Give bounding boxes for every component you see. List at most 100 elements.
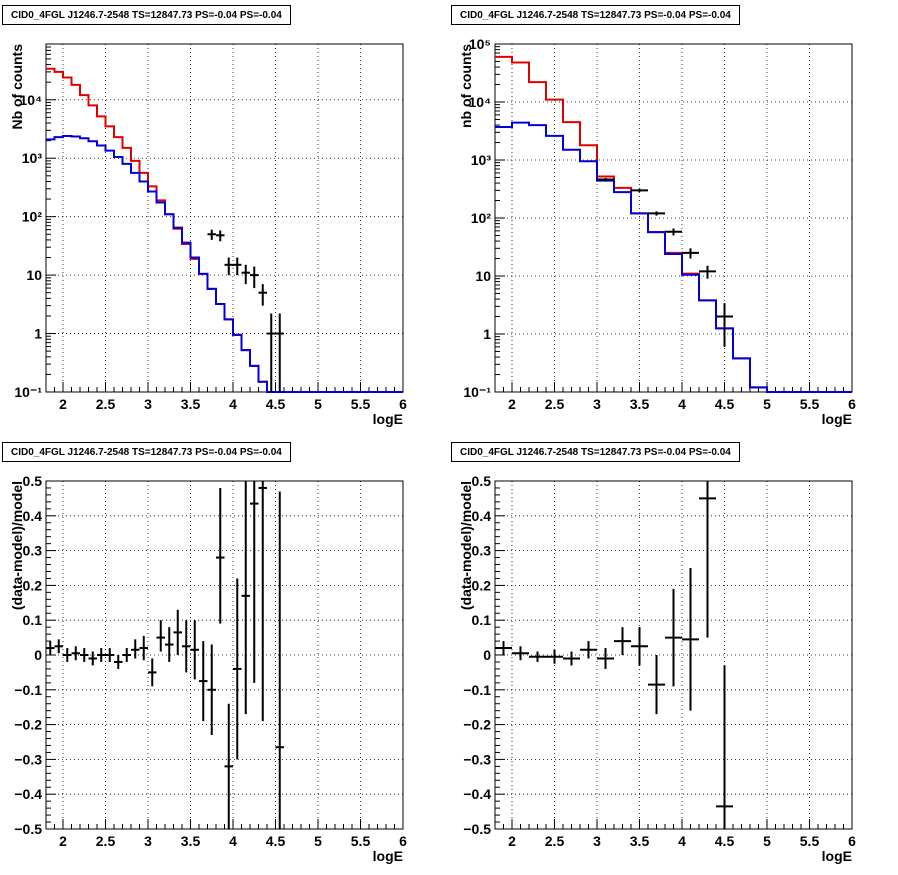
y-tick-label: 0.5 xyxy=(472,473,492,489)
x-tick-label: 4 xyxy=(678,396,686,412)
y-tick-label: 0 xyxy=(483,647,491,663)
data-point xyxy=(580,641,597,659)
data-point xyxy=(250,266,259,289)
y-tick-label: 0 xyxy=(34,647,42,663)
data-point xyxy=(105,648,114,662)
y-tick-label: 0.4 xyxy=(472,508,492,524)
x-tick-label: 6 xyxy=(399,396,407,412)
data-point xyxy=(665,228,682,236)
x-tick-label: 2.5 xyxy=(96,396,116,412)
data-point xyxy=(699,481,716,638)
data-point xyxy=(250,481,259,683)
data-point xyxy=(597,648,614,669)
data-point xyxy=(258,481,267,722)
data-point xyxy=(233,578,242,760)
y-tick-label: 10⁻¹ xyxy=(463,384,491,400)
plot-title: CID0_4FGL J1246.7-2548 TS=12847.73 PS=-0… xyxy=(2,5,291,25)
x-tick-label: 3.5 xyxy=(630,396,650,412)
y-tick-label: −0.5 xyxy=(463,821,491,837)
x-tick-label: 5.5 xyxy=(800,396,820,412)
data-point xyxy=(631,627,648,666)
y-tick-label: −0.1 xyxy=(463,682,491,698)
y-tick-label: 10² xyxy=(22,209,43,225)
data-point xyxy=(131,639,140,659)
y-tick-label: 10² xyxy=(471,210,492,226)
plot-frame xyxy=(494,43,853,393)
plot-frame xyxy=(45,43,404,393)
x-tick-label: 3.5 xyxy=(181,396,201,412)
x-tick-label: 6 xyxy=(399,833,407,849)
data-point xyxy=(156,620,165,652)
x-tick-label: 3 xyxy=(144,396,152,412)
spectrum-plot-left: CID0_4FGL J1246.7-2548 TS=12847.73 PS=-0… xyxy=(0,0,449,437)
data-point xyxy=(631,188,648,193)
x-tick-label: 2.5 xyxy=(545,833,565,849)
y-tick-label: 1 xyxy=(483,326,491,342)
data-point xyxy=(207,644,216,736)
data-point xyxy=(614,627,631,655)
x-tick-label: 2 xyxy=(508,833,516,849)
data-point xyxy=(46,641,55,655)
x-axis-label: logE xyxy=(373,848,403,864)
y-tick-label: −0.2 xyxy=(463,717,491,733)
x-tick-label: 5.5 xyxy=(800,833,820,849)
data-point xyxy=(275,491,284,829)
x-tick-label: 6 xyxy=(848,396,856,412)
data-point xyxy=(682,248,699,259)
y-tick-label: −0.2 xyxy=(14,717,42,733)
chart-svg: 2 2.5 3 3.5 4 4.5 5 5.5 6logE−0.5−0.4−0.3−0.2−0.… xyxy=(458,473,856,864)
x-tick-label: 4.5 xyxy=(266,396,286,412)
data-point xyxy=(648,211,665,216)
data-point xyxy=(224,703,233,829)
x-tick-label: 2 xyxy=(59,833,67,849)
y-tick-label: 10⁻¹ xyxy=(14,384,42,400)
x-tick-label: 5.5 xyxy=(351,396,371,412)
x-tick-label: 5.5 xyxy=(351,833,371,849)
y-tick-label: −0.3 xyxy=(14,751,42,767)
plot-title: CID0_4FGL J1246.7-2548 TS=12847.73 PS=-0… xyxy=(2,442,291,462)
grid-lines xyxy=(495,43,853,393)
data-point xyxy=(699,265,716,279)
data-points xyxy=(495,481,733,829)
data-point xyxy=(97,648,106,662)
y-tick-label: 0.3 xyxy=(472,543,492,559)
x-tick-label: 5 xyxy=(314,396,322,412)
data-point xyxy=(148,658,157,687)
x-tick-label: 3 xyxy=(593,833,601,849)
model-histogram-blue xyxy=(495,121,852,393)
data-point xyxy=(716,303,733,347)
data-point xyxy=(216,487,225,624)
x-tick-label: 2 xyxy=(59,396,67,412)
y-axis-label: (data-model)/model xyxy=(9,481,25,610)
model-histogram-blue xyxy=(46,134,403,393)
data-point xyxy=(512,646,529,661)
data-point xyxy=(139,635,148,661)
data-point xyxy=(182,620,191,673)
residual-plot-right: CID0_4FGL J1246.7-2548 TS=12847.73 PS=-0… xyxy=(449,437,898,875)
y-axis-label: nb of counts xyxy=(458,44,474,128)
data-point xyxy=(114,655,123,669)
y-tick-label: 0.3 xyxy=(23,543,43,559)
data-point xyxy=(216,230,225,242)
y-tick-label: 10 xyxy=(475,268,491,284)
data-point xyxy=(80,648,89,662)
y-tick-label: 10 xyxy=(26,267,42,283)
data-point xyxy=(190,620,199,680)
y-tick-label: 10⁴ xyxy=(20,92,43,108)
x-tick-label: 4.5 xyxy=(266,833,286,849)
data-point xyxy=(716,665,733,829)
data-point xyxy=(495,641,512,655)
data-point xyxy=(233,257,242,276)
y-tick-label: 1 xyxy=(34,326,42,342)
x-tick-label: 4.5 xyxy=(715,396,735,412)
x-tick-label: 5 xyxy=(314,833,322,849)
x-tick-label: 6 xyxy=(848,833,856,849)
data-point xyxy=(88,651,97,666)
data-points xyxy=(597,177,733,347)
data-point xyxy=(241,481,250,715)
x-tick-label: 2 xyxy=(508,396,516,412)
